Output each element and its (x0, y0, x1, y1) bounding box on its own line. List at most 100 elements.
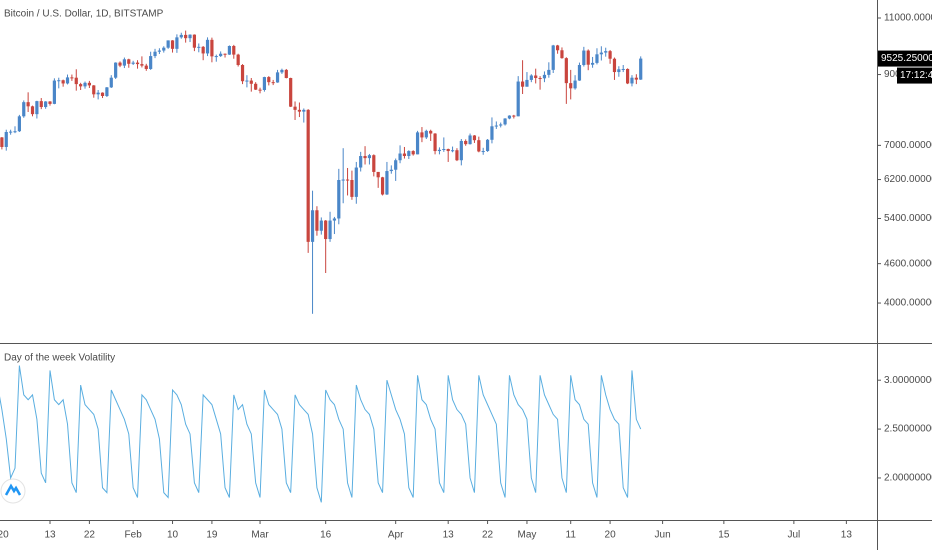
y-tick-label: 5400.00000000 (884, 213, 932, 224)
candle-body (490, 126, 494, 140)
candle-body (79, 84, 83, 87)
y-tick-label: 2.50000000 (884, 424, 932, 435)
candle-body (503, 118, 507, 125)
candle-body (608, 51, 612, 59)
candle-body (223, 53, 227, 55)
candle-body (560, 50, 564, 59)
candle-body (157, 50, 162, 52)
candle-body (184, 34, 188, 39)
candle-body (188, 34, 192, 39)
x-tick-label: 22 (84, 530, 96, 541)
candle-body (153, 51, 157, 57)
candle-body (359, 156, 363, 168)
x-tick-label: Jul (787, 530, 800, 541)
candle-body (442, 149, 446, 151)
candle-body (472, 135, 477, 141)
candle-body (363, 156, 367, 159)
candle-body (13, 131, 17, 133)
candle-body (96, 92, 100, 95)
candle-body (350, 180, 354, 197)
candle-body (376, 171, 380, 178)
y-tick-label: 4600.00000000 (884, 258, 932, 269)
candle-body (0, 137, 4, 147)
x-tick-label: 13 (841, 530, 853, 541)
candle-body (582, 50, 586, 66)
candle-body (179, 34, 183, 38)
candle-body (87, 82, 91, 86)
candle-body (122, 59, 126, 66)
candle-body (507, 115, 512, 119)
logo-mark[interactable] (4, 483, 22, 496)
x-tick-label: 10 (167, 530, 179, 541)
candle-body (140, 64, 144, 66)
candle-body (39, 101, 43, 108)
candle-body (437, 149, 442, 152)
candle-body (105, 87, 109, 97)
candle-body (415, 132, 420, 155)
y-tick-label: 2.00000000 (884, 473, 932, 484)
y-tick-label: 7000.00000000 (884, 140, 932, 151)
candle-body (516, 81, 520, 117)
candle-body (135, 62, 140, 65)
candle-body (411, 151, 415, 155)
candle-body (306, 109, 310, 242)
candle-body (109, 77, 113, 88)
x-tick-label: 13 (44, 530, 56, 541)
candle-body (481, 151, 485, 153)
candle-body (214, 56, 218, 58)
candle-body (525, 79, 529, 87)
candle-body (424, 130, 428, 138)
candle-body (74, 77, 78, 85)
y-tick-label: 3.00000000 (884, 375, 932, 386)
candle-body (372, 155, 376, 172)
candle-body (542, 74, 547, 79)
candle-body (289, 78, 293, 107)
candle-body (617, 69, 621, 73)
candle-body (205, 39, 210, 54)
candle-body (267, 77, 271, 83)
candle-body (210, 39, 214, 57)
candle-body (538, 78, 542, 80)
candle-body (407, 151, 411, 157)
candle-body (315, 210, 319, 231)
candle-body (61, 80, 65, 84)
candle-body (604, 51, 608, 53)
last-price-label: 9525.25000000 (881, 53, 932, 64)
x-tick-label: 22 (482, 530, 494, 541)
candle-body (240, 65, 245, 82)
candle-body (529, 75, 533, 80)
x-tick-label: 16 (320, 530, 332, 541)
x-tick-label: Jun (655, 530, 671, 541)
candle-body (192, 34, 197, 48)
candle-body (149, 56, 153, 69)
candle-body (477, 140, 481, 152)
candle-body (249, 80, 253, 84)
candle-body (433, 133, 437, 152)
candle-body (328, 220, 332, 240)
candle-body (595, 54, 599, 63)
y-tick-label: 4000.00000000 (884, 298, 932, 309)
candle-body (30, 106, 35, 115)
candle-body (534, 75, 538, 79)
candle-body (232, 45, 236, 55)
candle-body (547, 69, 551, 75)
candle-body (52, 80, 56, 104)
candle-body (345, 179, 350, 181)
candle-body (398, 153, 402, 161)
candle-body (44, 101, 48, 108)
candle-body (332, 218, 337, 221)
candle-body (464, 140, 468, 145)
candle-body (551, 45, 555, 70)
x-tick-label: 11 (566, 530, 577, 541)
x-tick-label: Apr (388, 530, 404, 541)
candle-body (354, 167, 358, 197)
candle-body (573, 80, 577, 89)
x-tick-label: May (517, 530, 536, 541)
logo[interactable] (0, 478, 26, 504)
candle-body (17, 116, 21, 132)
candle-body (297, 109, 302, 112)
candle-body (280, 69, 284, 73)
candle-body (118, 62, 122, 66)
candle-body (499, 124, 503, 126)
candle-body (127, 59, 131, 64)
